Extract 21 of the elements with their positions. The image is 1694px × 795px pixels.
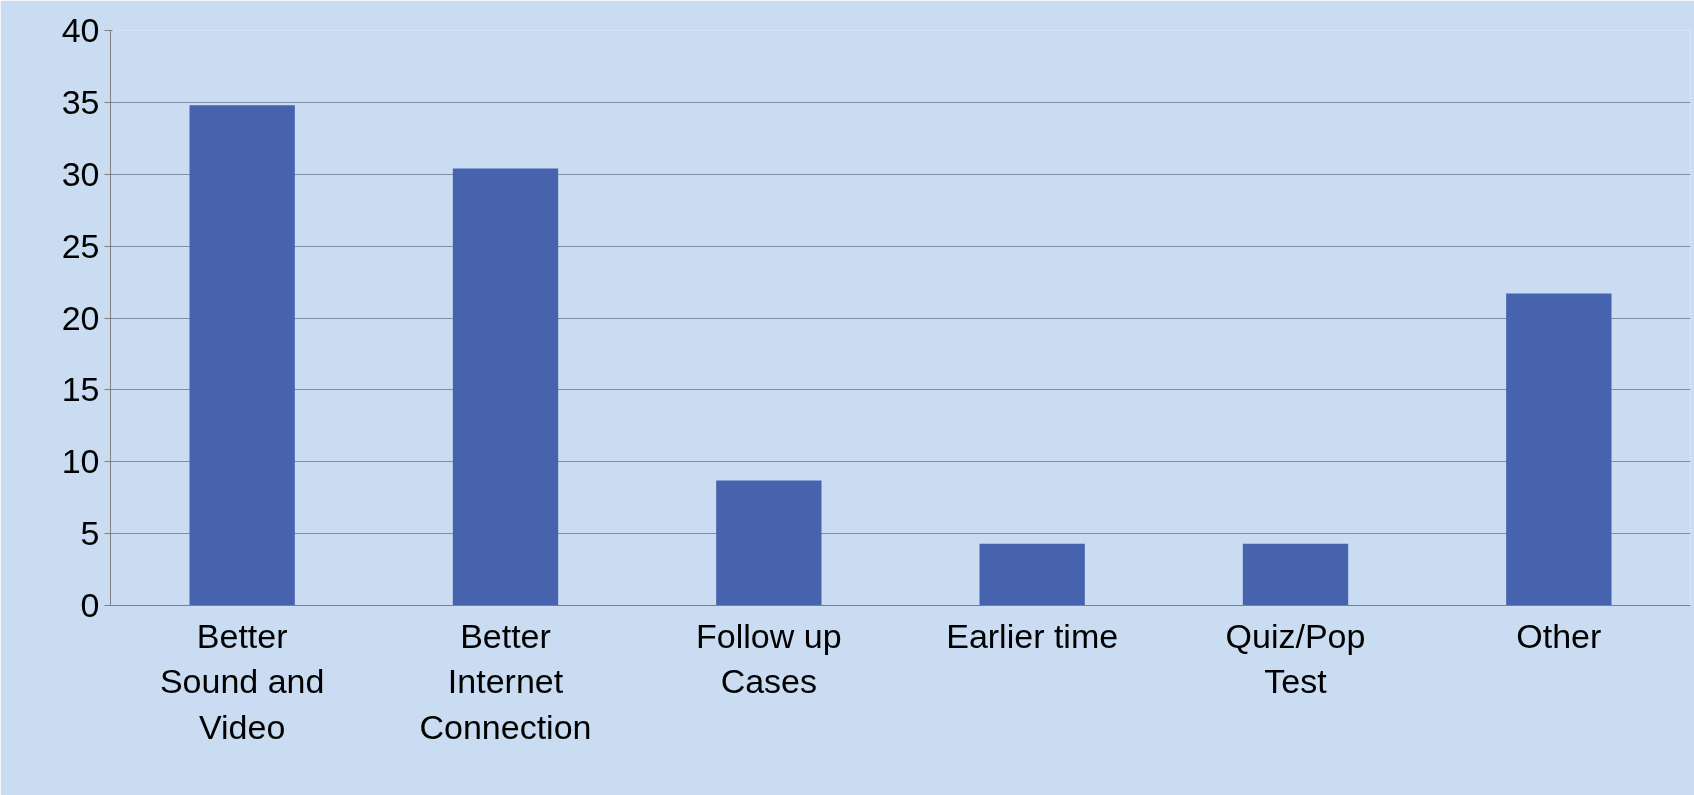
bar: [1242, 543, 1349, 606]
y-tick-label: 40: [61, 11, 100, 49]
bar: [189, 105, 295, 606]
bar: [716, 480, 822, 606]
x-tick-label: Better Sound and Video: [159, 616, 325, 746]
y-tick-label: 30: [61, 154, 100, 193]
y-tick-label: 35: [61, 82, 100, 121]
y-tick-label: 15: [61, 370, 100, 409]
bar: [1506, 293, 1612, 606]
bar: [979, 543, 1085, 606]
y-tick-label: 5: [80, 514, 100, 553]
x-tick-label: Other: [1516, 616, 1602, 655]
bar: [452, 168, 559, 606]
x-tick-label: Quiz/Pop Test: [1225, 616, 1366, 701]
y-tick-label: 20: [61, 298, 100, 337]
y-tick-label: 10: [61, 442, 100, 481]
x-tick-label: Earlier time: [946, 616, 1119, 655]
y-tick-label: 25: [61, 226, 100, 265]
y-tick-label: 0: [80, 586, 100, 624]
x-tick-label: Follow up Cases: [696, 616, 842, 701]
x-tick-label: Better Internet Connection: [419, 616, 592, 746]
